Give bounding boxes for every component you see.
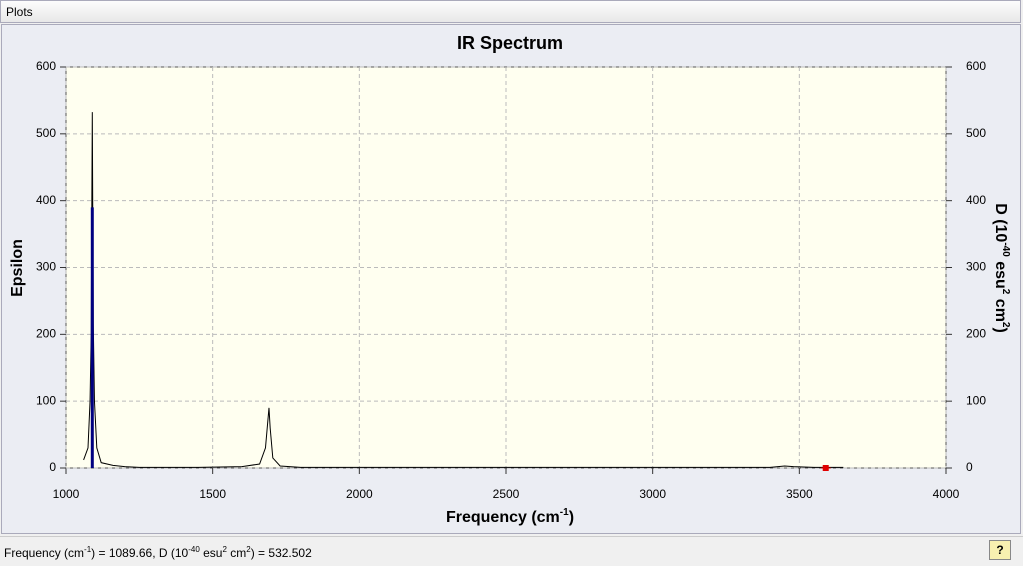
x-tick-label: 4000 [933, 487, 960, 501]
label-part: 2 [1000, 289, 1011, 295]
x-tick-label: 2500 [493, 487, 520, 501]
help-button[interactable]: ? [989, 540, 1011, 560]
status-text: esu [199, 546, 223, 560]
status-text: 2 [246, 545, 251, 554]
y-tick-label: 0 [49, 460, 56, 474]
label-part: -40 [1000, 242, 1011, 257]
y2-tick-label: 100 [966, 393, 986, 407]
y2-tick-label: 500 [966, 126, 986, 140]
label-part: Frequency (cm [446, 509, 560, 526]
y2-axis-label: D (10-40 esu2 cm2) [992, 203, 1011, 333]
x-tick-label: 2000 [346, 487, 373, 501]
x-tick-label: 1500 [199, 487, 226, 501]
label-part: -1 [560, 507, 569, 518]
y2-tick-label: 300 [966, 260, 986, 274]
y-axis-label: Epsilon [9, 239, 26, 297]
y2-tick-label: 400 [966, 193, 986, 207]
y2-tick-label: 600 [966, 59, 986, 73]
status-text: Frequency (cm [4, 546, 85, 560]
status-text: 2 [222, 545, 227, 554]
status-text: ) = 1089.66, D (10 [91, 546, 189, 560]
x-tick-label: 3500 [786, 487, 813, 501]
label-part: ) [992, 327, 1009, 332]
y-tick-label: 300 [36, 260, 56, 274]
status-text: -1 [84, 545, 92, 554]
label-part: cm [992, 294, 1009, 322]
y-tick-label: 100 [36, 393, 56, 407]
spectrum-line [83, 112, 844, 468]
x-tick-label: 3000 [639, 487, 666, 501]
status-text: ) = 532.502 [250, 546, 312, 560]
status-bar: Frequency (cm-1) = 1089.66, D (10-40 esu… [0, 536, 1023, 564]
label-part: 2 [1000, 322, 1011, 328]
label-part: ) [569, 509, 574, 526]
status-text: cm [226, 546, 247, 560]
chart-title: IR Spectrum [457, 33, 563, 53]
title-bar: Plots [0, 0, 1021, 23]
y2-tick-label: 0 [966, 460, 973, 474]
x-tick-label: 1000 [53, 487, 80, 501]
status-text: -40 [188, 545, 200, 554]
y-tick-label: 600 [36, 59, 56, 73]
y-tick-label: 500 [36, 126, 56, 140]
label-part: esu [992, 257, 1009, 289]
x-axis-label: Frequency (cm-1) [446, 507, 574, 526]
plot-area [65, 66, 947, 469]
label-part: D (10 [992, 203, 1009, 242]
y-tick-label: 200 [36, 327, 56, 341]
y-tick-label: 400 [36, 193, 56, 207]
y2-tick-label: 200 [966, 327, 986, 341]
